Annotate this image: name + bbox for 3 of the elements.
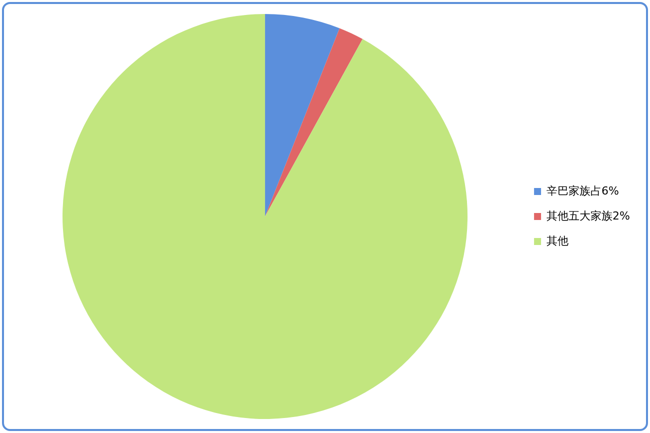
legend-label: 其他五大家族2%	[546, 209, 630, 222]
legend-label: 辛巴家族占6%	[546, 184, 619, 198]
legend-label: 其他	[546, 234, 569, 248]
